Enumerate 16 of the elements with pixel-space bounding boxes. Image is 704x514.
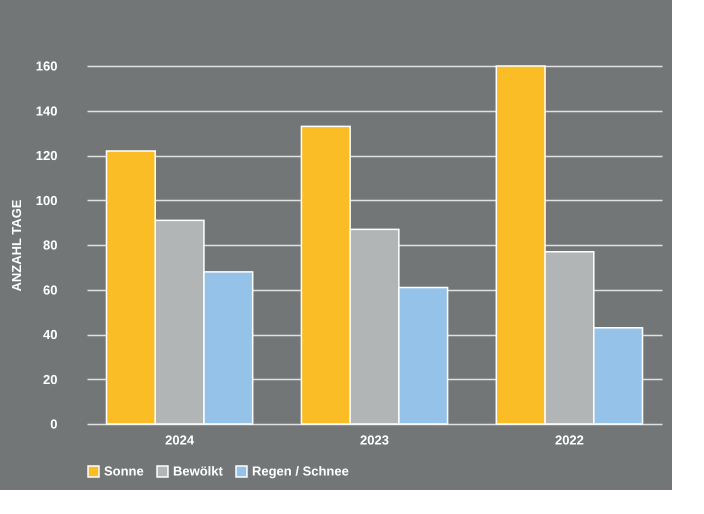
y-tick-label: 60 (43, 282, 58, 298)
y-tick-label: 100 (36, 192, 58, 208)
y-tick-label: 40 (43, 327, 58, 342)
y-tick-label: 140 (36, 103, 58, 118)
y-tick-label: 80 (43, 238, 58, 252)
legend-label: Regen / Schnee (252, 464, 349, 479)
y-axis-title: ANZAHL TAGE (8, 199, 24, 292)
x-tick-label: 2022 (554, 432, 584, 448)
y-tick-label: 160 (36, 58, 58, 74)
legend-label: Bewölkt (173, 464, 224, 479)
y-tick-label: 120 (36, 148, 58, 163)
y-tick-label: 0 (50, 416, 58, 432)
y-tick-label: 20 (43, 372, 58, 387)
x-tick-label: 2023 (360, 432, 389, 448)
legend-label: Sonne (104, 464, 144, 479)
x-tick-label: 2024 (165, 432, 195, 448)
